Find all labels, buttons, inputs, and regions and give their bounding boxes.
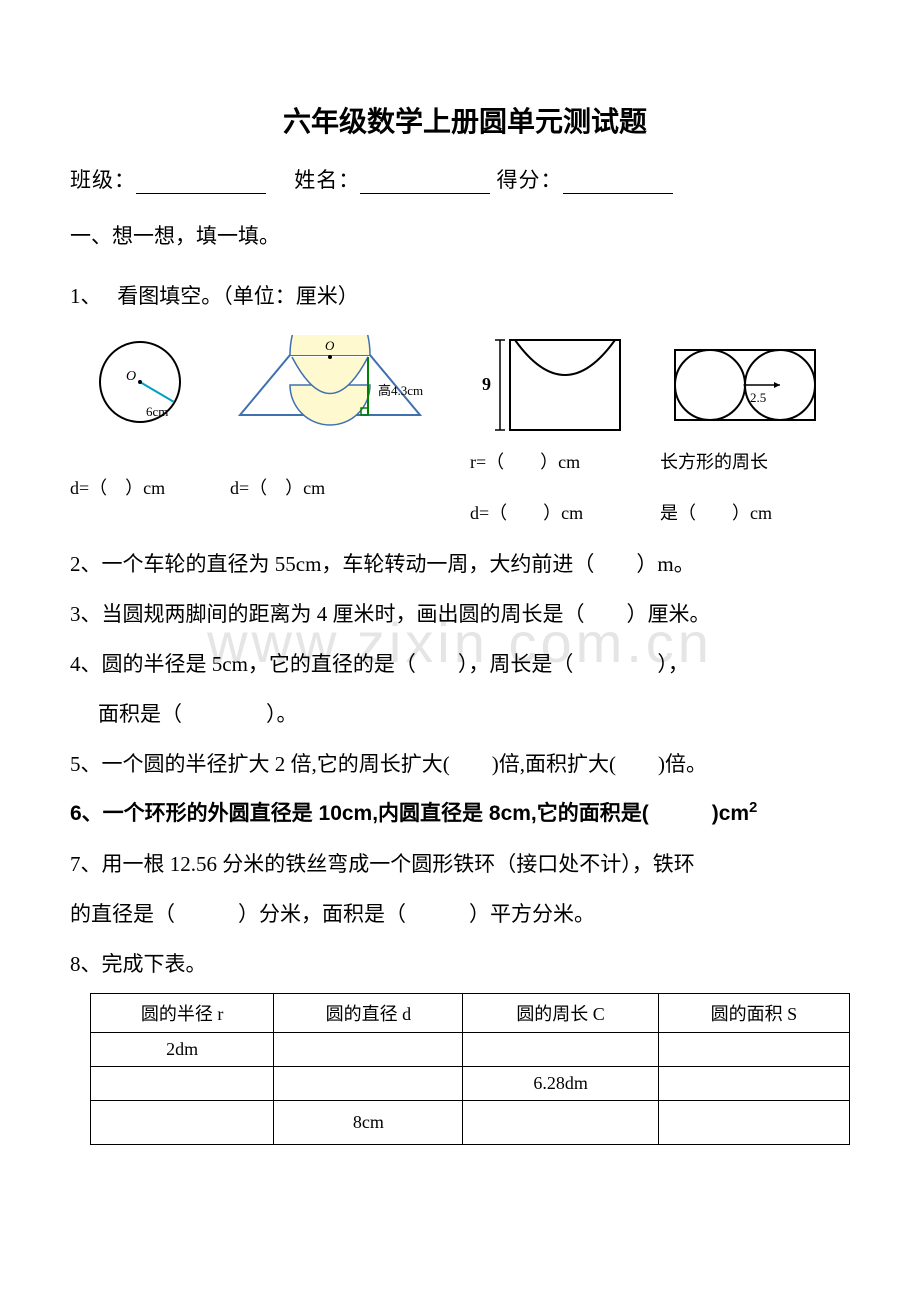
q4-text-b: 面积是（ ）。 xyxy=(70,692,860,736)
circle-table: 圆的半径 r 圆的直径 d 圆的周长 C 圆的面积 S 2dm 6.28dm 8… xyxy=(90,993,850,1145)
cell[interactable] xyxy=(463,1100,658,1144)
class-blank[interactable] xyxy=(136,172,266,194)
figure-2: O 高4.3cm xyxy=(230,335,460,435)
fig4-answer-2: 是（ ）cm xyxy=(660,499,830,528)
cell[interactable] xyxy=(658,1032,849,1066)
fig2-height-label: 高4.3cm xyxy=(378,383,423,398)
th-diameter: 圆的直径 d xyxy=(274,993,463,1032)
fig4-answers: 长方形的周长 是（ ）cm xyxy=(660,448,830,528)
q6-main: 6、一个环形的外圆直径是 10cm,内圆直径是 8cm,它的面积是( )cm xyxy=(70,802,749,825)
fig3-answer-r: r=（ ）cm xyxy=(470,448,650,477)
cell[interactable]: 8cm xyxy=(274,1100,463,1144)
q2-text: 2、一个车轮的直径为 55cm，车轮转动一周，大约前进（ ）m。 xyxy=(70,542,860,586)
q1-text: 1、 看图填空。（单位：厘米） xyxy=(70,274,860,318)
cell[interactable] xyxy=(463,1032,658,1066)
svg-text:O: O xyxy=(325,338,335,353)
document-content: 六年级数学上册圆单元测试题 班级： 姓名： 得分： 一、想一想，填一填。 1、 … xyxy=(70,100,860,1145)
figure-1: O 6cm xyxy=(70,330,220,440)
cell[interactable] xyxy=(658,1100,849,1144)
table-header-row: 圆的半径 r 圆的直径 d 圆的周长 C 圆的面积 S xyxy=(91,993,850,1032)
fig4-radius-label: 2.5 xyxy=(750,390,766,405)
q4-text-a: 4、圆的半径是 5cm，它的直径的是（ ），周长是（ ）， xyxy=(70,642,860,686)
q7-text-b: 的直径是（ ）分米，面积是（ ）平方分米。 xyxy=(70,892,860,936)
cell[interactable] xyxy=(274,1066,463,1100)
fig1-answer: d=（ ）cm xyxy=(70,448,220,503)
q6-text: 6、一个环形的外圆直径是 10cm,内圆直径是 8cm,它的面积是( )cm2 xyxy=(70,792,860,836)
cell[interactable] xyxy=(91,1066,274,1100)
q3-text: 3、当圆规两脚间的距离为 4 厘米时，画出圆的周长是（ ）厘米。 xyxy=(70,592,860,636)
q8-text: 8、完成下表。 xyxy=(70,942,860,986)
fig1-radius-label: 6cm xyxy=(146,404,168,419)
fig3-side-label: 9 xyxy=(482,374,491,394)
square-semicircle-icon: 9 xyxy=(470,330,650,440)
q6-sup: 2 xyxy=(749,800,757,816)
rect-two-circles-icon: 2.5 xyxy=(660,340,830,430)
name-blank[interactable] xyxy=(360,172,490,194)
cell[interactable]: 2dm xyxy=(91,1032,274,1066)
cell[interactable]: 6.28dm xyxy=(463,1066,658,1100)
page-title: 六年级数学上册圆单元测试题 xyxy=(70,100,860,140)
cell[interactable] xyxy=(91,1100,274,1144)
trapezoid-semicircle-icon: O 高4.3cm xyxy=(230,335,460,435)
score-label: 得分： xyxy=(497,168,563,192)
class-label: 班级： xyxy=(70,168,136,192)
q7-text-a: 7、用一根 12.56 分米的铁丝弯成一个圆形铁环（接口处不计），铁环 xyxy=(70,842,860,886)
th-circumference: 圆的周长 C xyxy=(463,993,658,1032)
fig2-answer: d=（ ）cm xyxy=(230,448,460,503)
figure-4: 2.5 xyxy=(660,340,830,430)
figures-row: O 6cm O 高4.3cm xyxy=(70,330,860,440)
table-row: 6.28dm xyxy=(91,1066,850,1100)
circle-radius-icon: O 6cm xyxy=(70,330,220,440)
cell[interactable] xyxy=(658,1066,849,1100)
th-radius: 圆的半径 r xyxy=(91,993,274,1032)
name-label: 姓名： xyxy=(294,168,360,192)
figure-answers-row: d=（ ）cm d=（ ）cm r=（ ）cm d=（ ）cm 长方形的周长 是… xyxy=(70,448,860,528)
table-row: 2dm xyxy=(91,1032,850,1066)
table-row: 8cm xyxy=(91,1100,850,1144)
fig3-answer-d: d=（ ）cm xyxy=(470,499,650,528)
fig3-answers: r=（ ）cm d=（ ）cm xyxy=(470,448,650,528)
center-o: O xyxy=(126,369,136,384)
section-1-heading: 一、想一想，填一填。 xyxy=(70,220,860,250)
student-header: 班级： 姓名： 得分： xyxy=(70,164,860,194)
fig4-answer-1: 长方形的周长 xyxy=(660,448,830,477)
q5-text: 5、一个圆的半径扩大 2 倍,它的周长扩大( )倍,面积扩大( )倍。 xyxy=(70,742,860,786)
cell[interactable] xyxy=(274,1032,463,1066)
score-blank[interactable] xyxy=(563,172,673,194)
th-area: 圆的面积 S xyxy=(658,993,849,1032)
figure-3: 9 xyxy=(470,330,650,440)
